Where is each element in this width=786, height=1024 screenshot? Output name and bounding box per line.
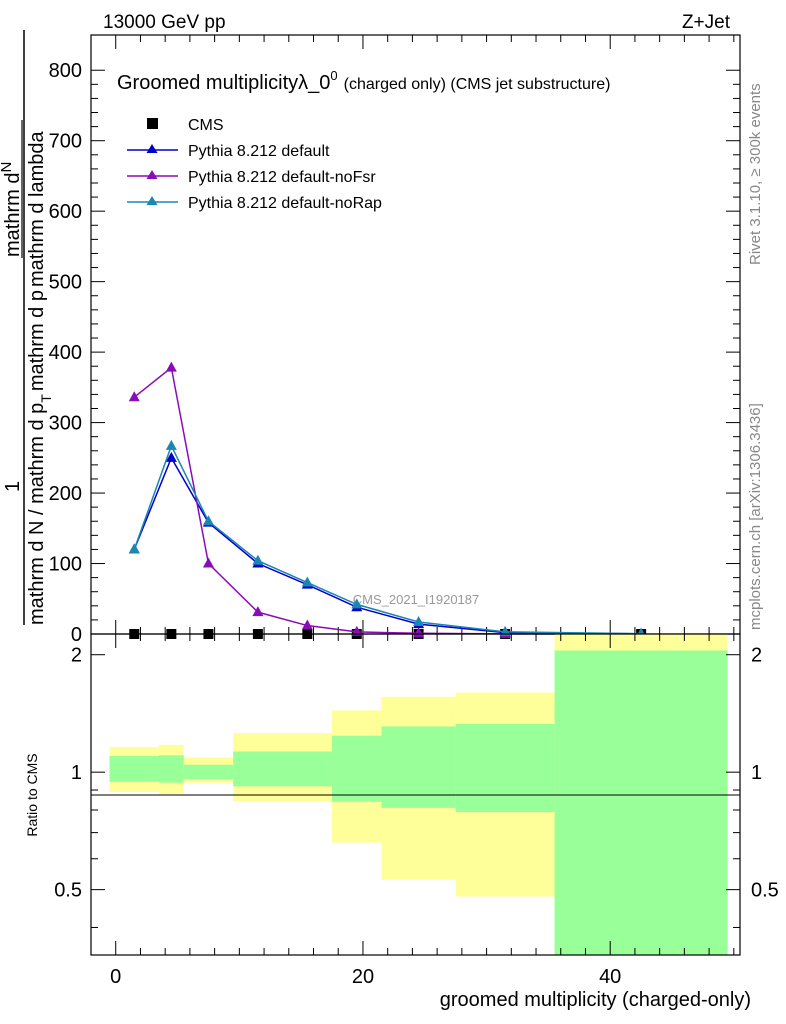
data-point-pythia-8-212-default-nofsr [202,557,214,568]
data-point-pythia-8-212-default-nofsr [252,606,264,617]
data-point-pythia-8-212-default-norap [351,598,363,609]
mcplots-label: mcplots.cern.ch [arXiv:1306.3436] [747,403,764,630]
legend-label-cms: CMS [188,117,224,134]
svg-text:1: 1 [2,481,24,492]
ratio-bands-layer [109,634,728,955]
data-point-pythia-8-212-default-norap [499,625,511,636]
ratio-stat-band [332,735,382,802]
ratio-stat-band [381,726,456,808]
data-point-pythia-8-212-default [165,451,177,462]
legend-marker-cms [147,118,158,129]
ratio-stat-band [109,756,159,782]
legend-marker-norap [146,196,158,205]
legend-label-default: Pythia 8.212 default [188,143,330,160]
data-point-pythia-8-212-default-norap [128,543,140,554]
data-point-pythia-8-212-default-nofsr [351,625,363,636]
process-label: Z+Jet [682,12,731,33]
main-y-tick-label: 300 [49,413,82,435]
data-point-pythia-8-212-default-nofsr [301,619,313,630]
main-y-tick-label: 200 [49,483,82,505]
main-y-axis-label: 1 mathrm dN mathrm d N / mathrm d pTmath… [0,30,54,625]
ratio-stat-band [183,764,234,780]
data-point-pythia-8-212-default-nofsr [165,361,177,372]
svg-text:mathrm d N / mathrm d pTmathrm: mathrm d N / mathrm d pTmathrm d pmathrm… [26,131,54,625]
x-tick-label: 0 [110,966,121,988]
legend-marker-default [146,144,158,153]
x-tick-label: 40 [599,966,621,988]
svg-text:mathrm dN: mathrm dN [0,162,24,257]
ratio-stat-band [233,751,333,787]
data-point-pythia-8-212-default-nofsr [128,391,140,402]
ratio-ticks: 0 20 40 0.5 0.5 1 1 2 2 [54,634,779,988]
data-point-pythia-8-212-default-norap [252,554,264,565]
data-point-pythia-8-212-default-norap [413,616,425,627]
ratio-y-tick-label: 2 [71,645,82,667]
main-y-tick-label: 500 [49,272,82,294]
energy-label: 13000 GeV pp [103,12,226,33]
x-tick-label: 20 [352,966,374,988]
analysis-watermark: CMS_2021_I1920187 [353,592,480,607]
legend-label-norap: Pythia 8.212 default-noRap [188,195,382,212]
legend: CMS Pythia 8.212 default Pythia 8.212 de… [127,117,382,212]
ratio-y-tick-label: 0.5 [54,880,82,902]
legend-marker-nofsr [146,170,158,179]
data-point-pythia-8-212-default-norap [301,576,313,587]
main-y-tick-label: 400 [49,342,82,364]
ratio-y-tick-label-right: 1 [751,762,762,784]
data-point-pythia-8-212-default-nofsr [413,627,425,638]
main-y-tick-label: 600 [49,201,82,223]
main-y-ticks: 0 100 200 300 400 500 600 700 800 [49,60,740,646]
main-y-tick-label: 100 [49,554,82,576]
ratio-y-tick-label: 1 [71,762,82,784]
ratio-stat-band [158,755,184,783]
ratio-y-axis-label: Ratio to CMS [24,753,40,836]
data-point-pythia-8-212-default-norap [202,515,214,526]
legend-label-nofsr: Pythia 8.212 default-noFsr [188,169,376,186]
rivet-label: Rivet 3.1.10, ≥ 300k events [747,83,764,265]
main-y-tick-label: 0 [71,624,82,646]
ratio-y-tick-label-right: 0.5 [751,880,779,902]
main-y-tick-label: 800 [49,60,82,82]
data-point-pythia-8-212-default-norap [165,439,177,450]
x-axis-label: groomed multiplicity (charged-only) [440,989,751,1011]
ratio-stat-band [455,723,555,813]
ratio-stat-band [554,650,728,955]
ratio-y-tick-label-right: 2 [751,645,762,667]
series-line-pythia-8-212-default [133,456,642,635]
main-y-tick-label: 700 [49,131,82,153]
main-plot-title: Groomed multiplicityλ_00(charged only) (… [117,68,610,94]
